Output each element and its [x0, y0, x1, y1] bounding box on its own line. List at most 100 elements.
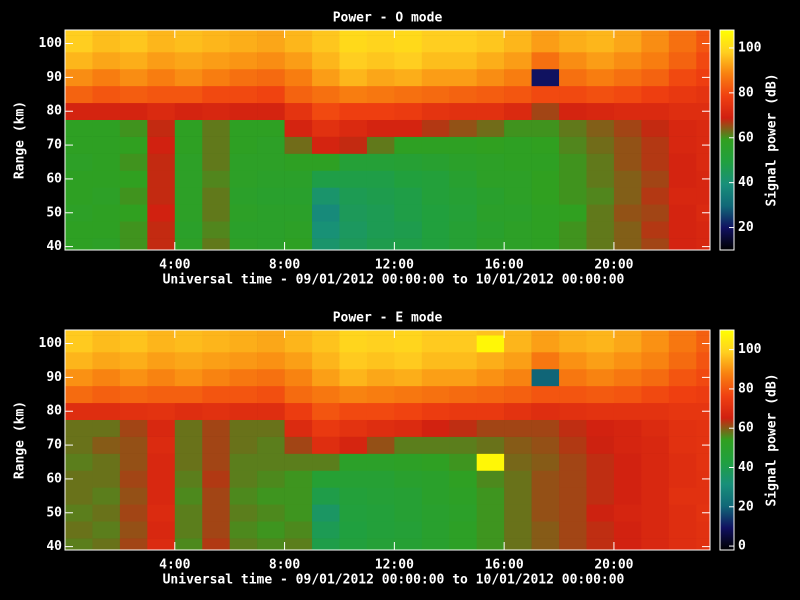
heatmap-cell: [586, 35, 615, 53]
heatmap-cell: [257, 153, 285, 171]
heatmap-cell: [229, 238, 258, 250]
heatmap-cell: [229, 35, 258, 53]
heatmap-cell: [284, 170, 313, 188]
heatmap-cell: [92, 504, 121, 522]
heatmap-cell: [394, 136, 423, 154]
heatmap-cell: [641, 330, 670, 336]
y-tick-label: 40: [46, 539, 62, 554]
heatmap-cell: [257, 170, 285, 188]
heatmap-cell: [641, 487, 670, 505]
heatmap-cell: [284, 187, 313, 205]
heatmap-cell: [476, 368, 505, 387]
heatmap-cell: [668, 538, 697, 550]
heatmap-cell: [284, 221, 313, 239]
chart-title: Power - E mode: [333, 311, 443, 326]
heatmap-cell: [284, 335, 313, 353]
heatmap-cell: [531, 385, 560, 404]
chart-title: Power - O mode: [333, 11, 443, 26]
heatmap-cell: [119, 204, 148, 222]
heatmap-cell: [92, 419, 121, 437]
heatmap-cell: [586, 385, 615, 404]
heatmap-cell: [531, 30, 560, 36]
heatmap-cell: [366, 436, 395, 454]
heatmap-cell: [229, 487, 258, 505]
heatmap-cell: [613, 204, 642, 222]
heatmap-cell: [586, 538, 615, 550]
heatmap-cell: [531, 68, 560, 87]
heatmap-cell: [202, 419, 230, 437]
heatmap-cell: [559, 504, 587, 522]
heatmap-cell: [229, 30, 258, 36]
heatmap-cell: [284, 436, 313, 454]
heatmap-cell: [641, 85, 670, 104]
heatmap-cell: [531, 402, 560, 420]
heatmap-cell: [312, 521, 340, 539]
heatmap-cell: [586, 504, 615, 522]
heatmap-cell: [147, 504, 176, 522]
heatmap-cell: [202, 352, 230, 370]
heatmap-cell: [257, 453, 285, 471]
heatmap-cell: [202, 187, 230, 205]
x-tick-label: 12:00: [375, 258, 414, 273]
heatmap-cell: [668, 30, 697, 36]
heatmap-cell: [613, 35, 642, 53]
heatmap-cell: [65, 352, 93, 370]
heatmap-cell: [257, 470, 285, 488]
heatmap-cell: [147, 204, 176, 222]
heatmap-cell: [668, 330, 697, 336]
heatmap-cell: [257, 30, 285, 36]
heatmap-cell: [257, 102, 285, 120]
heatmap-cell: [668, 335, 697, 353]
heatmap-cell: [147, 487, 176, 505]
heatmap-cell: [65, 487, 93, 505]
heatmap-cell: [92, 85, 121, 104]
heatmap-cell: [559, 402, 587, 420]
heatmap-cell: [147, 102, 176, 120]
heatmap-cell: [366, 238, 395, 250]
heatmap-cell: [504, 68, 532, 87]
heatmap-cell: [476, 187, 505, 205]
heatmap-cell: [559, 204, 587, 222]
heatmap-cell: [119, 352, 148, 370]
heatmap-cell: [641, 136, 670, 154]
heatmap-cell: [339, 538, 368, 550]
heatmap-cell: [65, 52, 93, 70]
heatmap-cell: [613, 30, 642, 36]
heatmap-cell: [531, 35, 560, 53]
heatmap-cell: [202, 453, 230, 471]
heatmap-cell: [174, 238, 203, 250]
heatmap-cell: [586, 102, 615, 120]
colorbar-tick-label: 80: [738, 85, 754, 100]
heatmap-cell: [641, 187, 670, 205]
heatmap-cell: [202, 335, 230, 353]
heatmap-cell: [284, 453, 313, 471]
heatmap-cell: [339, 187, 368, 205]
heatmap-cell: [147, 330, 176, 336]
heatmap-cell: [119, 68, 148, 87]
y-tick-label: 50: [46, 505, 62, 520]
heatmap-cell: [119, 85, 148, 104]
heatmap-cell: [202, 487, 230, 505]
heatmap-cell: [339, 221, 368, 239]
heatmap-cell: [257, 419, 285, 437]
heatmap-cell: [668, 487, 697, 505]
heatmap-cell: [312, 204, 340, 222]
heatmap-cell: [366, 153, 395, 171]
heatmap-cell: [531, 504, 560, 522]
heatmap-cell: [339, 402, 368, 420]
heatmap-cell: [421, 52, 450, 70]
heatmap-cell: [339, 419, 368, 437]
heatmap-cell: [504, 335, 532, 353]
heatmap-cell: [119, 170, 148, 188]
heatmap-cell: [119, 102, 148, 120]
colorbar-tick-label: 80: [738, 381, 754, 396]
heatmap-cell: [174, 52, 203, 70]
heatmap-cell: [613, 187, 642, 205]
heatmap-cell: [504, 419, 532, 437]
heatmap-cell: [668, 35, 697, 53]
heatmap-cell: [531, 204, 560, 222]
y-tick-label: 90: [46, 370, 62, 385]
heatmap-cell: [559, 85, 587, 104]
colorbar-tick-label: 40: [738, 175, 754, 190]
heatmap-cell: [339, 453, 368, 471]
